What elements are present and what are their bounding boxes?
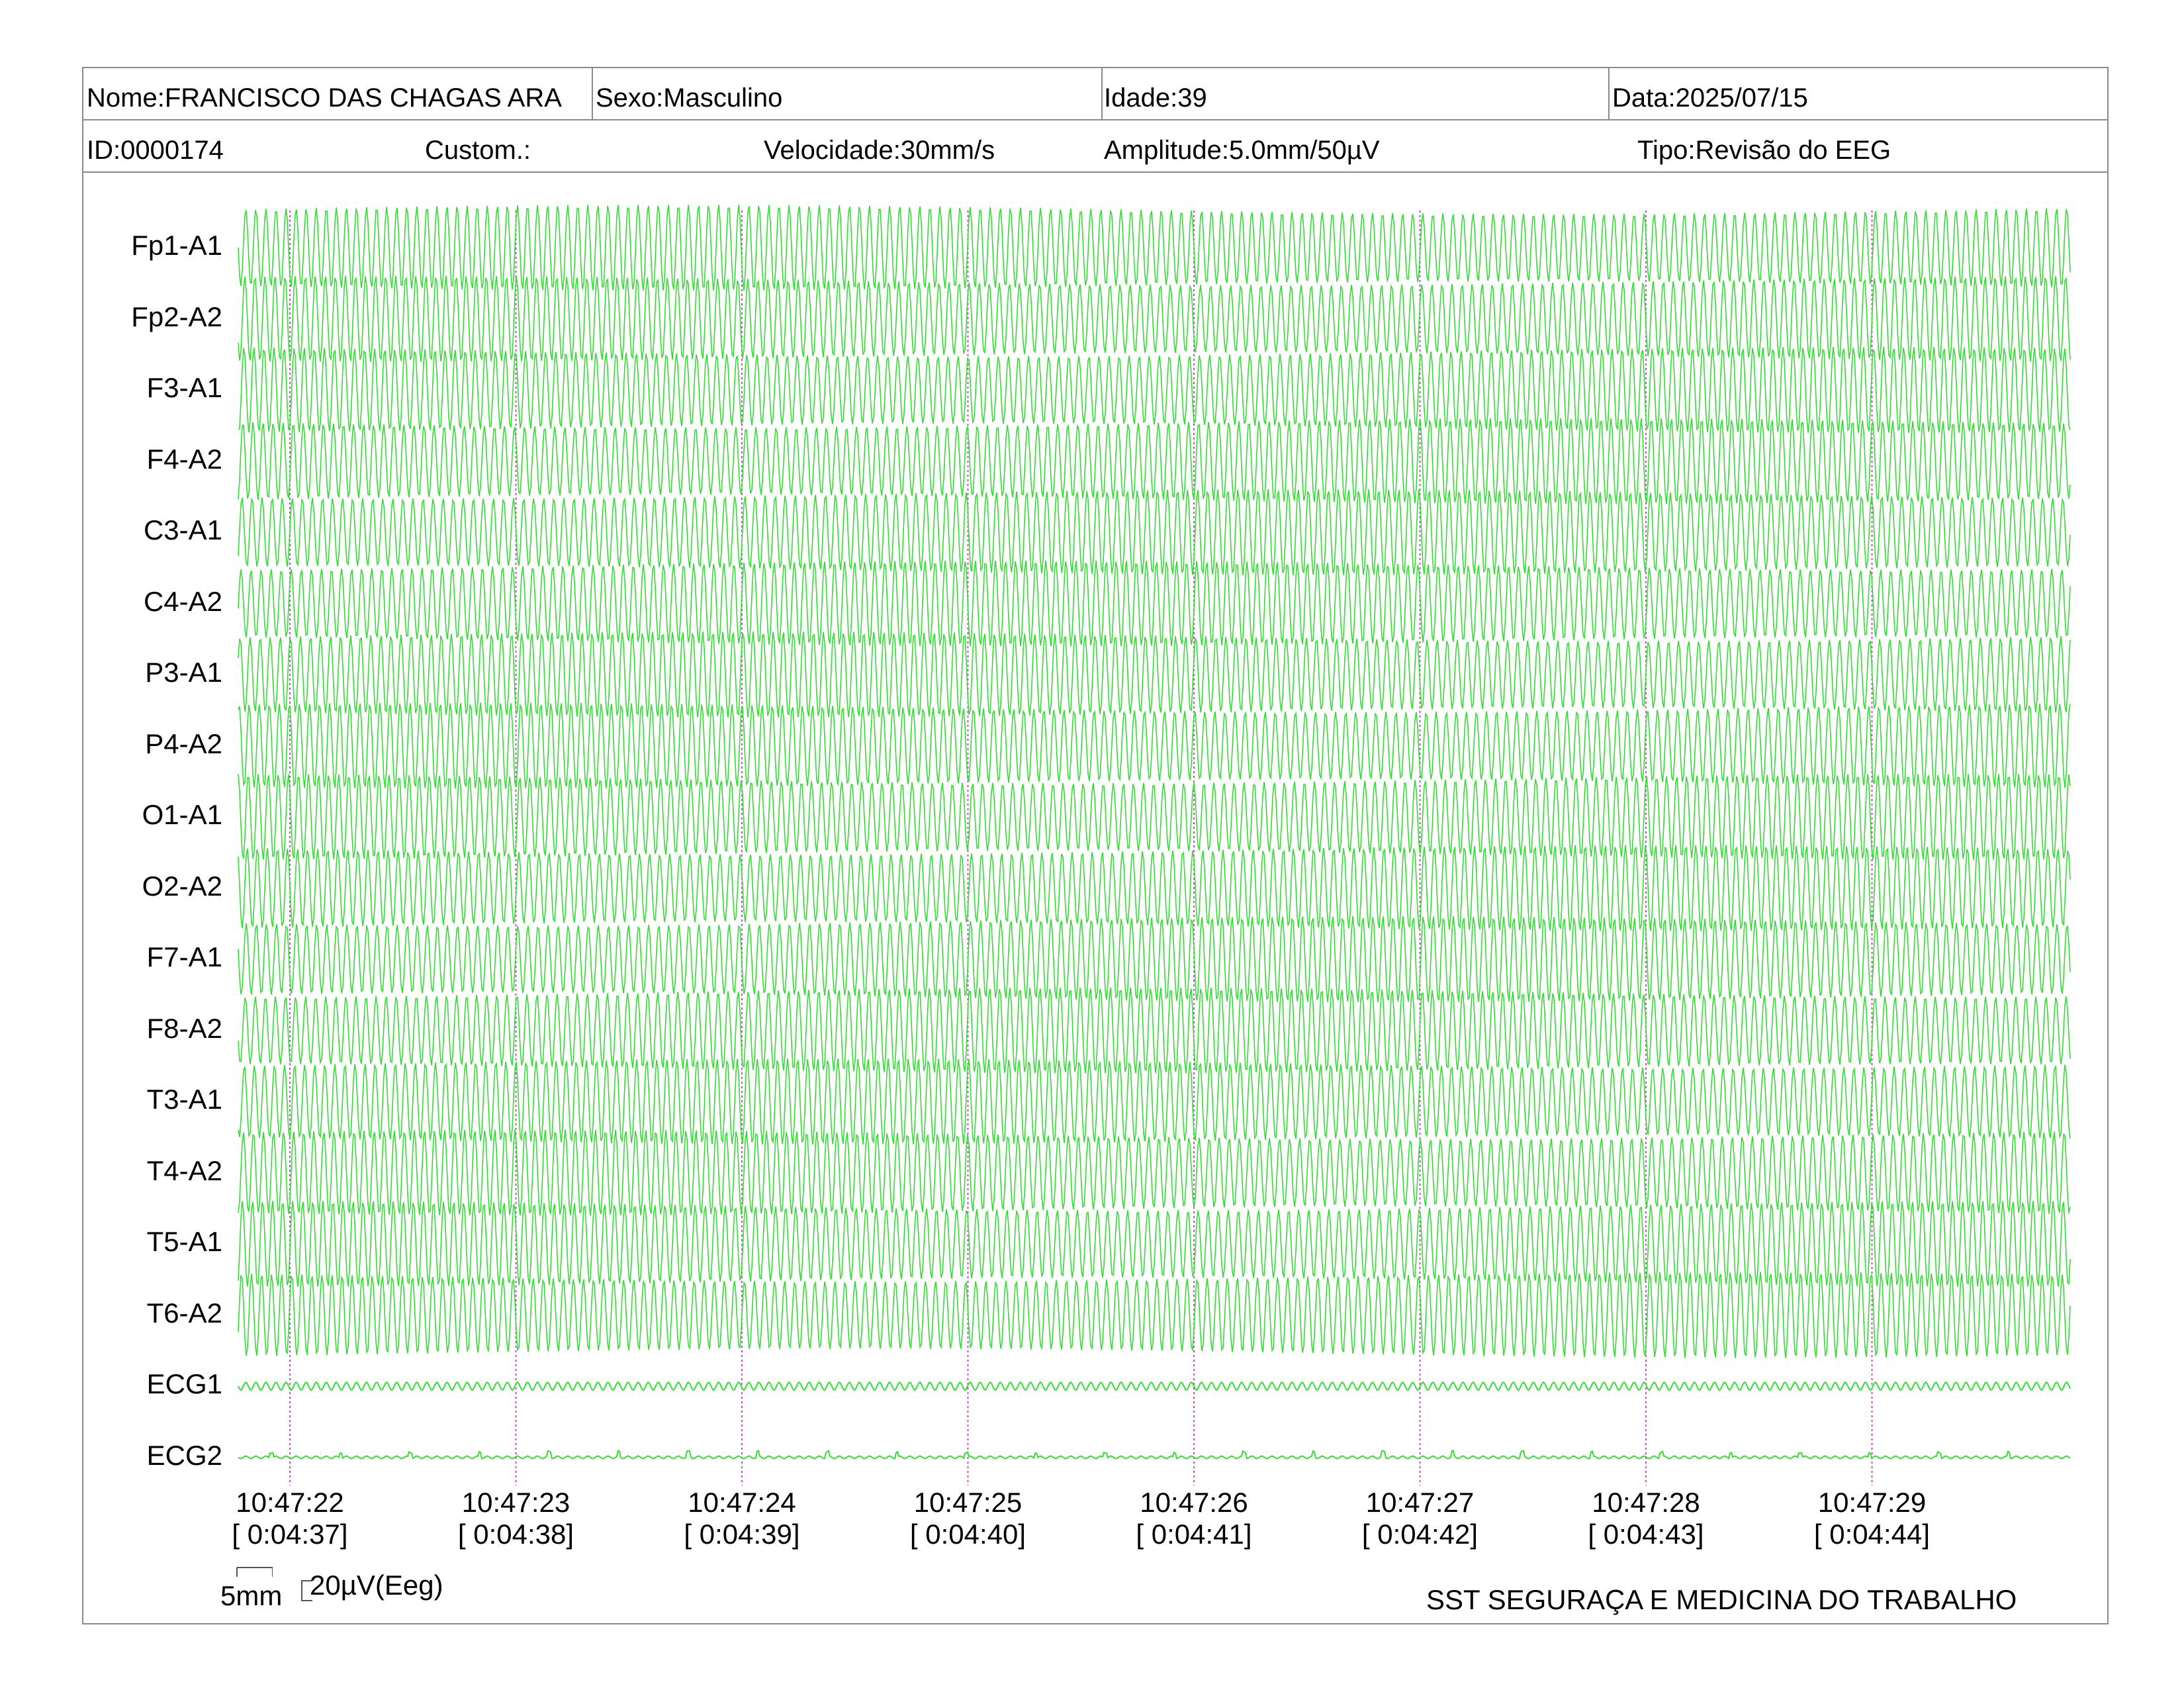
time-marker-clock: 10:47:29 <box>1817 1487 1927 1518</box>
patient-name: Nome:FRANCISCO DAS CHAGAS ARA <box>87 83 562 113</box>
channel-label: Fp2-A2 <box>131 301 222 332</box>
channel-label: ECG2 <box>146 1439 222 1471</box>
header-bottom-divider <box>82 171 2109 173</box>
trace-t6-a2 <box>238 1272 2071 1358</box>
trace-t3-a1 <box>238 1058 2071 1145</box>
speed-setting: Velocidade:30mm/s <box>764 136 995 165</box>
exam-date: Data:2025/07/15 <box>1612 83 1808 113</box>
patient-age: Idade:39 <box>1104 83 1207 113</box>
channel-label: C4-A2 <box>143 585 222 617</box>
channel-label: F7-A1 <box>146 941 222 972</box>
time-marker-clock: 10:47:23 <box>461 1487 570 1518</box>
trace-o2-a2 <box>238 845 2071 931</box>
trace-p4-a2 <box>238 702 2071 789</box>
time-marker-clock: 10:47:28 <box>1592 1487 1700 1518</box>
channel-label: Fp1-A1 <box>131 230 222 261</box>
channel-label: O2-A2 <box>142 870 222 902</box>
time-scale-bar <box>236 1567 273 1577</box>
company-name: SST SEGURAÇA E MEDICINA DO TRABALHO <box>1426 1584 2017 1615</box>
time-marker-clock: 10:47:24 <box>688 1487 796 1518</box>
header-cell-divider <box>1101 67 1103 120</box>
patient-id: ID:0000174 <box>87 136 224 165</box>
patient-sex: Sexo:Masculino <box>596 83 783 113</box>
trace-t4-a2 <box>238 1129 2071 1216</box>
trace-fp2-a2 <box>238 275 2071 362</box>
channel-label: F4-A2 <box>146 443 222 475</box>
channel-label: F8-A2 <box>146 1012 222 1044</box>
channel-label: T5-A1 <box>146 1226 222 1257</box>
trace-ecg1 <box>238 1381 2071 1391</box>
time-scale-label: 5mm <box>220 1580 283 1611</box>
channel-label: T3-A1 <box>146 1084 222 1115</box>
header-cell-divider <box>592 67 593 120</box>
channel-label: F3-A1 <box>146 372 222 403</box>
time-marker-elapsed: [ 0:04:39] <box>684 1519 800 1550</box>
time-marker-elapsed: [ 0:04:37] <box>232 1519 348 1550</box>
header-divider <box>82 119 2109 120</box>
trace-f8-a2 <box>238 987 2071 1074</box>
channel-label: C3-A1 <box>143 514 222 545</box>
exam-type: Tipo:Revisão do EEG <box>1637 136 1891 165</box>
channel-label: T6-A2 <box>146 1297 222 1329</box>
time-marker-elapsed: [ 0:04:43] <box>1588 1519 1704 1550</box>
report-frame <box>82 67 2109 1624</box>
channel-label: P3-A1 <box>145 657 222 688</box>
trace-f7-a1 <box>238 916 2071 1002</box>
channel-label: O1-A1 <box>142 799 222 830</box>
custom-field: Custom.: <box>425 136 531 165</box>
channel-label: ECG1 <box>146 1368 222 1399</box>
trace-fp1-a1 <box>238 205 2071 291</box>
trace-t5-a1 <box>238 1201 2071 1287</box>
time-marker-elapsed: [ 0:04:40] <box>909 1519 1026 1550</box>
trace-f4-a2 <box>238 418 2071 504</box>
time-marker-clock: 10:47:27 <box>1365 1487 1475 1518</box>
time-marker-clock: 10:47:22 <box>236 1487 344 1518</box>
trace-c3-a1 <box>238 489 2071 575</box>
channel-label: T4-A2 <box>146 1154 222 1186</box>
trace-o1-a1 <box>238 774 2071 860</box>
time-marker-elapsed: [ 0:04:41] <box>1136 1519 1252 1550</box>
amplitude-scale-label: 20µV(Eeg) <box>310 1570 443 1601</box>
amplitude-scale-bar <box>301 1580 312 1601</box>
amplitude-setting: Amplitude:5.0mm/50µV <box>1104 136 1380 165</box>
trace-c4-a2 <box>238 560 2071 647</box>
time-marker-clock: 10:47:25 <box>913 1487 1023 1518</box>
trace-ecg2 <box>238 1450 2071 1460</box>
time-marker-elapsed: [ 0:04:38] <box>457 1519 574 1550</box>
header-cell-divider <box>1608 67 1610 120</box>
time-marker-elapsed: [ 0:04:44] <box>1813 1519 1931 1550</box>
time-marker-clock: 10:47:26 <box>1140 1487 1248 1518</box>
trace-p3-a1 <box>238 632 2071 718</box>
time-marker-elapsed: [ 0:04:42] <box>1361 1519 1479 1550</box>
channel-label: P4-A2 <box>145 727 222 759</box>
trace-f3-a1 <box>238 347 2071 433</box>
